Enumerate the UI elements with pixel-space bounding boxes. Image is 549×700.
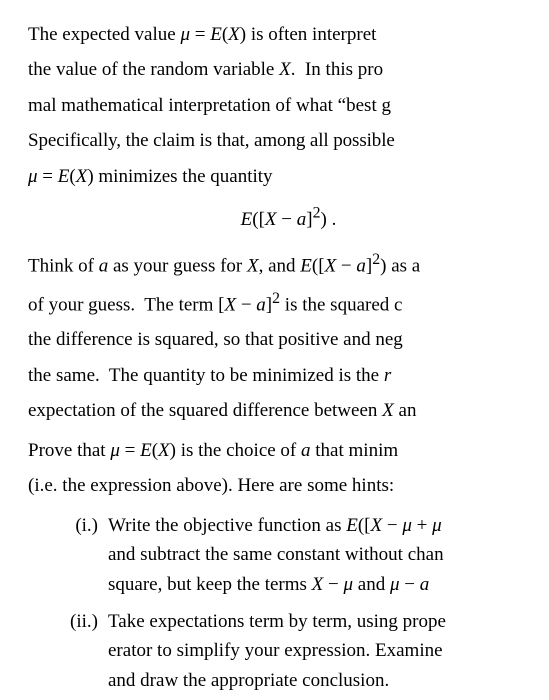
hint-ii-line1: Take expectations term by term, using pr… xyxy=(108,607,446,636)
hint-ii-line2: erator to simplify your expression. Exam… xyxy=(108,636,446,665)
hint-i-line3: square, but keep the terms X − μ and μ −… xyxy=(108,570,444,599)
hint-ii-line3: and draw the appropriate conclusion. xyxy=(108,666,446,695)
hint-i-line2: and subtract the same constant without c… xyxy=(108,540,444,569)
hint-i-line1: Write the objective function as E([X − μ… xyxy=(108,511,444,540)
para2-line5: expectation of the squared difference be… xyxy=(28,396,549,425)
hint-i-label: (i.) xyxy=(58,511,108,599)
para2-line1: Think of a as your guess for X, and E([X… xyxy=(28,248,549,281)
para2-line4: the same. The quantity to be minimized i… xyxy=(28,361,549,390)
hint-ii-label: (ii.) xyxy=(58,607,108,695)
para1-line5: μ = E(X) minimizes the quantity xyxy=(28,162,549,191)
para1-line2: the value of the random variable X. In t… xyxy=(28,55,549,84)
para1-line1: The expected value μ = E(X) is often int… xyxy=(28,20,549,49)
para3-line1: Prove that μ = E(X) is the choice of a t… xyxy=(28,436,549,465)
para1-line3: mal mathematical interpretation of what … xyxy=(28,91,549,120)
paragraph-1: The expected value μ = E(X) is often int… xyxy=(28,20,549,191)
display-equation-1: E([X − a]2) . xyxy=(28,201,549,234)
para1-line4: Specifically, the claim is that, among a… xyxy=(28,126,549,155)
eq1-text: E([X − a]2) . xyxy=(241,209,337,230)
paragraph-2: Think of a as your guess for X, and E([X… xyxy=(28,248,549,426)
para2-line3: the difference is squared, so that posit… xyxy=(28,325,549,354)
hints-list: (i.) Write the objective function as E([… xyxy=(28,511,549,696)
hint-i-body: Write the objective function as E([X − μ… xyxy=(108,511,444,599)
hint-item-i: (i.) Write the objective function as E([… xyxy=(58,511,549,599)
paragraph-3: Prove that μ = E(X) is the choice of a t… xyxy=(28,436,549,501)
para3-line2: (i.e. the expression above). Here are so… xyxy=(28,471,549,500)
para2-line2: of your guess. The term [X − a]2 is the … xyxy=(28,287,549,320)
hint-ii-body: Take expectations term by term, using pr… xyxy=(108,607,446,695)
hint-item-ii: (ii.) Take expectations term by term, us… xyxy=(58,607,549,695)
document-page: The expected value μ = E(X) is often int… xyxy=(0,0,549,700)
